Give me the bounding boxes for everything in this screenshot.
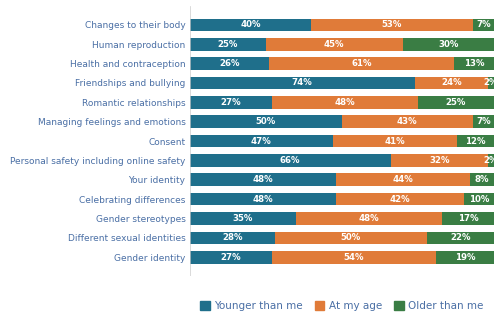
Bar xyxy=(190,232,275,244)
Bar xyxy=(190,173,336,186)
Text: 24%: 24% xyxy=(441,79,462,87)
Text: 8%: 8% xyxy=(475,175,489,184)
Bar xyxy=(427,232,494,244)
Bar xyxy=(190,212,296,225)
Bar xyxy=(190,115,342,128)
Text: 41%: 41% xyxy=(385,137,405,146)
Bar xyxy=(333,135,458,147)
Bar xyxy=(190,96,272,109)
Bar xyxy=(190,251,272,263)
Bar xyxy=(418,96,494,109)
Bar xyxy=(473,19,494,31)
Bar xyxy=(336,173,470,186)
Text: 7%: 7% xyxy=(476,20,491,29)
Bar xyxy=(190,193,336,205)
Text: 42%: 42% xyxy=(389,195,410,204)
Text: 27%: 27% xyxy=(221,253,241,262)
Text: 12%: 12% xyxy=(466,137,486,146)
Bar xyxy=(190,38,265,50)
Text: 27%: 27% xyxy=(221,98,241,107)
Bar xyxy=(190,154,391,167)
Bar xyxy=(269,57,455,70)
Bar xyxy=(311,19,473,31)
Bar xyxy=(190,57,269,70)
Text: 7%: 7% xyxy=(476,117,491,126)
Bar xyxy=(272,96,418,109)
Text: 50%: 50% xyxy=(341,233,361,243)
Bar xyxy=(470,173,494,186)
Bar xyxy=(190,77,415,89)
Text: 32%: 32% xyxy=(429,156,450,165)
Text: 2%: 2% xyxy=(484,79,498,87)
Bar xyxy=(464,193,494,205)
Text: 17%: 17% xyxy=(458,214,479,223)
Text: 2%: 2% xyxy=(484,156,498,165)
Text: 22%: 22% xyxy=(450,233,471,243)
Text: 43%: 43% xyxy=(397,117,418,126)
Text: 48%: 48% xyxy=(359,214,380,223)
Text: 53%: 53% xyxy=(382,20,402,29)
Text: 50%: 50% xyxy=(255,117,276,126)
Bar xyxy=(403,38,494,50)
Bar xyxy=(190,19,311,31)
Text: 66%: 66% xyxy=(280,156,300,165)
Bar xyxy=(455,57,494,70)
Text: 35%: 35% xyxy=(233,214,253,223)
Text: 25%: 25% xyxy=(446,98,466,107)
Text: 44%: 44% xyxy=(392,175,413,184)
Bar xyxy=(272,251,436,263)
Text: 28%: 28% xyxy=(222,233,243,243)
Legend: Younger than me, At my age, Older than me: Younger than me, At my age, Older than m… xyxy=(196,297,488,315)
Bar xyxy=(415,77,488,89)
Bar xyxy=(190,135,333,147)
Text: 54%: 54% xyxy=(344,253,364,262)
Text: 61%: 61% xyxy=(351,59,372,68)
Text: 26%: 26% xyxy=(219,59,240,68)
Bar xyxy=(336,193,464,205)
Bar xyxy=(488,77,494,89)
Text: 47%: 47% xyxy=(251,137,271,146)
Bar xyxy=(442,212,494,225)
Text: 10%: 10% xyxy=(469,195,489,204)
Text: 48%: 48% xyxy=(252,175,273,184)
Text: 45%: 45% xyxy=(324,40,344,49)
Text: 25%: 25% xyxy=(218,40,238,49)
Text: 40%: 40% xyxy=(240,20,261,29)
Text: 30%: 30% xyxy=(438,40,459,49)
Bar xyxy=(391,154,488,167)
Bar xyxy=(436,251,494,263)
Text: 13%: 13% xyxy=(464,59,485,68)
Bar xyxy=(488,154,494,167)
Text: 19%: 19% xyxy=(455,253,476,262)
Text: 48%: 48% xyxy=(252,195,273,204)
Text: 48%: 48% xyxy=(334,98,355,107)
Bar xyxy=(473,115,494,128)
Bar xyxy=(265,38,403,50)
Text: 74%: 74% xyxy=(292,79,312,87)
Bar xyxy=(275,232,427,244)
Bar xyxy=(458,135,494,147)
Bar xyxy=(296,212,442,225)
Bar xyxy=(342,115,473,128)
